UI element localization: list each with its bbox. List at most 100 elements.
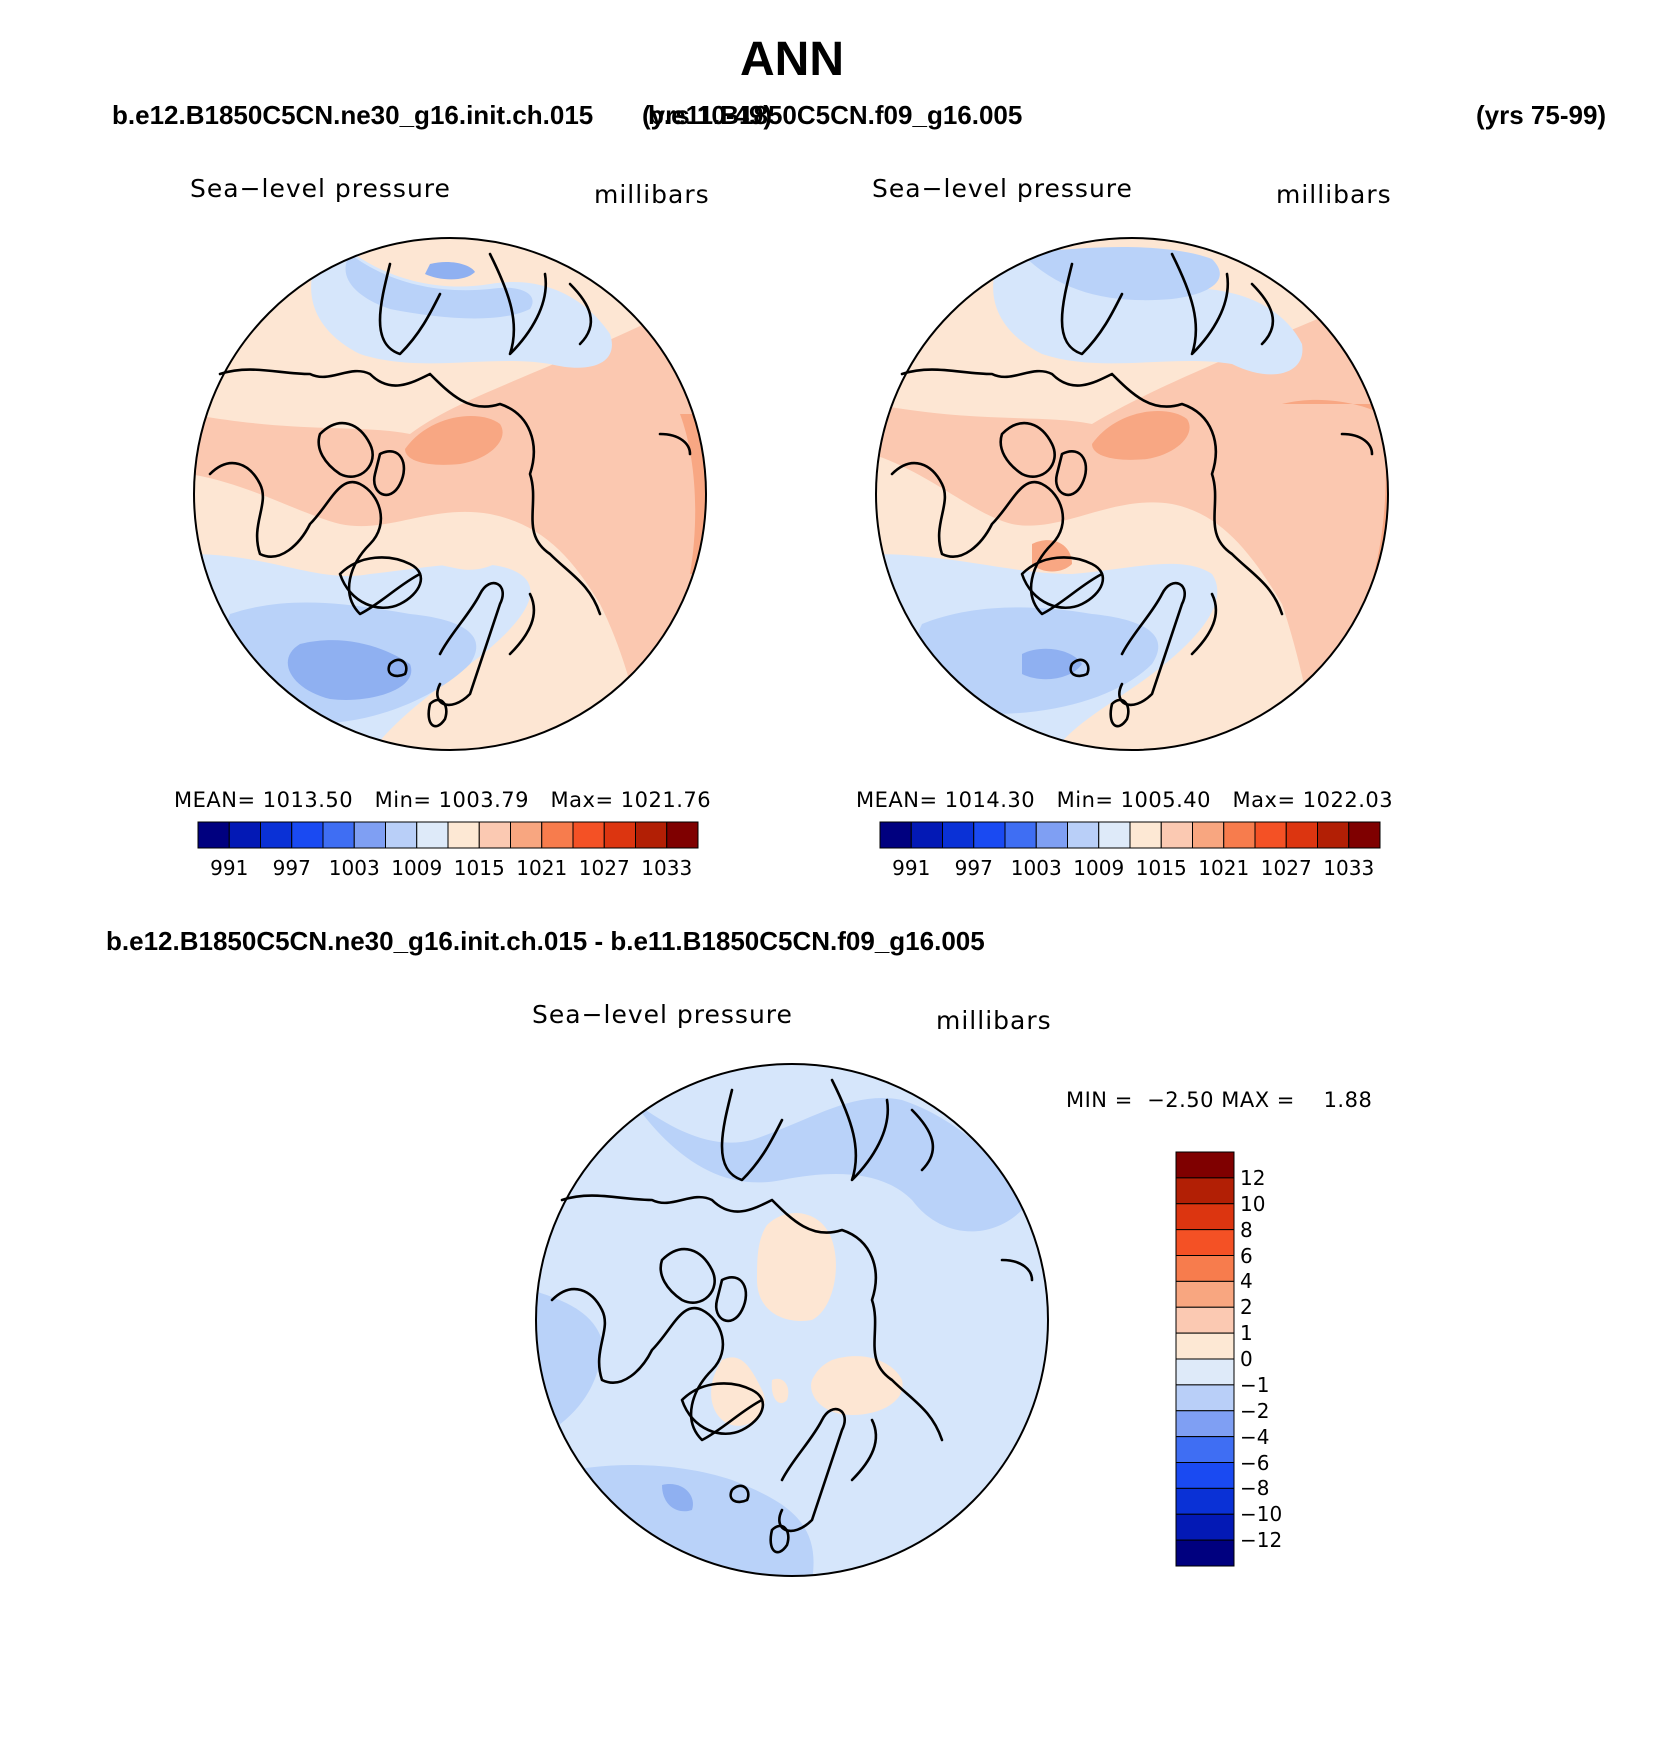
colorbar-swatch [1175,1358,1235,1386]
colorbar-swatch [1175,1513,1235,1541]
colorbar-tick-label: −6 [1240,1450,1270,1475]
colorbar-tick-label: 1015 [453,856,505,880]
diff-coastlines-icon [550,1078,1034,1554]
colorbar-swatch [291,821,324,849]
colorbar-swatch [1285,821,1318,849]
right-polar-map [875,237,1389,751]
left-map-border [193,237,707,751]
colorbar-swatch [385,821,418,849]
left-polar-map [193,237,707,751]
colorbar-tick-label: 997 [954,856,993,880]
colorbar-swatch [510,821,543,849]
diff-map-border [535,1063,1049,1577]
colorbar-tick-label: 1 [1240,1321,1253,1346]
colorbar-swatch [1223,821,1256,849]
colorbar-swatch [1175,1255,1235,1282]
colorbar-swatch [541,821,574,849]
right-mean-label: MEAN= [856,788,938,812]
colorbar-swatch [1175,1436,1235,1464]
colorbar-tick-label: 1003 [1010,856,1062,880]
colorbar-swatch [1175,1229,1235,1257]
colorbar-swatch [260,821,293,849]
colorbar-swatch [572,821,605,849]
diff-colorbar [1175,1151,1235,1567]
right-colorbar-ticks: 991 997 1003 1009 1015 1021 1027 1033 [880,856,1380,880]
diff-colorbar-ticks: 12 10 8 6 4 2 1 0 −1 −2 −4 −6 −8 −10 −12 [1240,1152,1320,1566]
diff-variable-label: Sea−level pressure [532,1000,793,1029]
colorbar-swatch [910,821,943,849]
colorbar-tick-label: 6 [1240,1243,1253,1268]
colorbar-swatch [1175,1332,1235,1360]
case-right-label: b.e11.B1850C5CN.f09_g16.005 [648,100,1023,130]
colorbar-swatch [1067,821,1100,849]
left-max-label: Max= [550,788,614,812]
diff-max-value: 1.88 [1323,1088,1373,1112]
right-coastlines-icon [890,252,1374,728]
diff-max-label: MAX = [1221,1088,1295,1112]
right-min-label: Min= [1056,788,1114,812]
colorbar-swatch [322,821,355,849]
colorbar-swatch [603,821,636,849]
colorbar-swatch [197,821,230,849]
colorbar-swatch [973,821,1006,849]
left-min-label: Min= [374,788,432,812]
colorbar-tick-label: −12 [1240,1528,1283,1553]
colorbar-swatch [1348,821,1381,849]
left-mean-label: MEAN= [174,788,256,812]
colorbar-swatch [1254,821,1287,849]
page-title: ANN [740,33,844,86]
colorbar-tick-label: 12 [1240,1165,1266,1190]
colorbar-swatch [635,821,668,849]
left-colorbar [197,821,699,849]
colorbar-tick-label: −1 [1240,1372,1270,1397]
colorbar-tick-label: −4 [1240,1424,1270,1449]
colorbar-swatch [1035,821,1068,849]
case-left-label: b.e12.B1850C5CN.ne30_g16.init.ch.015 [112,100,594,130]
colorbar-swatch [942,821,975,849]
colorbar-tick-label: 991 [892,856,931,880]
colorbar-tick-label: 1003 [328,856,380,880]
colorbar-swatch [1004,821,1037,849]
colorbar-swatch [1175,1462,1235,1489]
colorbar-swatch [1175,1203,1235,1231]
colorbar-tick-label: 991 [210,856,249,880]
colorbar-swatch [1192,821,1225,849]
colorbar-swatch [447,821,480,849]
diff-stats: MIN = −2.50 MAX = 1.88 [1066,1088,1372,1112]
colorbar-tick-label: 1021 [516,856,568,880]
right-map-border [875,237,1389,751]
colorbar-tick-label: 4 [1240,1269,1253,1294]
right-stats: MEAN= 1014.30 Min= 1005.40 Max= 1022.03 [856,788,1393,812]
colorbar-tick-label: 2 [1240,1295,1253,1320]
colorbar-swatch [1175,1151,1235,1179]
colorbar-tick-label: 1009 [1073,856,1125,880]
colorbar-swatch [416,821,449,849]
left-max-value: 1021.76 [620,788,712,812]
years-left-label: (yrs 10-49) [642,100,773,130]
diff-min-value: −2.50 [1147,1088,1215,1112]
right-max-label: Max= [1232,788,1296,812]
left-mean-value: 1013.50 [262,788,354,812]
left-stats: MEAN= 1013.50 Min= 1003.79 Max= 1021.76 [174,788,711,812]
colorbar-swatch [1175,1487,1235,1515]
left-colorbar-ticks: 991 997 1003 1009 1015 1021 1027 1033 [198,856,698,880]
diff-title: b.e12.B1850C5CN.ne30_g16.init.ch.015 - b… [106,926,985,956]
colorbar-tick-label: 10 [1240,1191,1266,1216]
diff-polar-map [535,1063,1049,1577]
right-max-value: 1022.03 [1302,788,1394,812]
left-coastlines-icon [208,252,692,728]
colorbar-swatch [666,821,699,849]
colorbar-tick-label: −2 [1240,1398,1270,1423]
colorbar-tick-label: 1033 [1323,856,1375,880]
colorbar-tick-label: 0 [1240,1347,1253,1371]
colorbar-tick-label: −8 [1240,1476,1270,1501]
diff-min-label: MIN = [1066,1088,1133,1112]
right-units-label: millibars [1276,180,1392,209]
right-colorbar [879,821,1381,849]
left-units-label: millibars [594,180,710,209]
right-mean-value: 1014.30 [944,788,1036,812]
colorbar-swatch [228,821,261,849]
right-variable-label: Sea−level pressure [872,174,1133,203]
colorbar-swatch [1129,821,1162,849]
colorbar-tick-label: 1033 [641,856,693,880]
